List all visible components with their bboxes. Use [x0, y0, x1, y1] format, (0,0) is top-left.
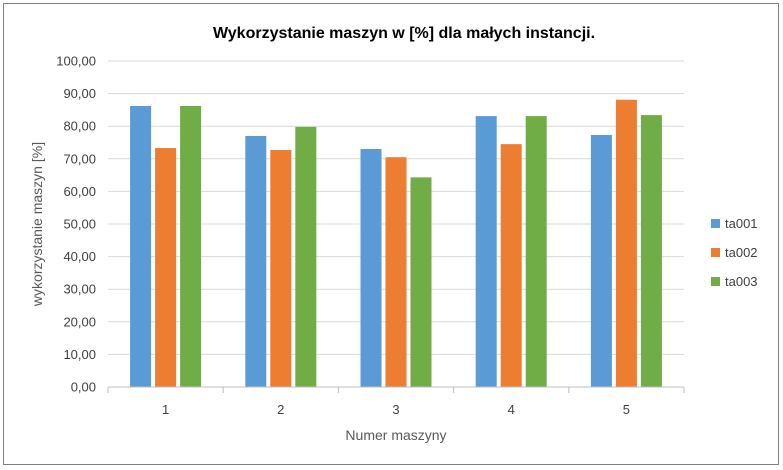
bar-ta003-4 [525, 116, 547, 388]
y-tick-label: 10,00 [63, 347, 96, 362]
legend-label-ta001: ta001 [725, 216, 758, 231]
y-tick-label: 0,00 [71, 380, 96, 395]
x-tick-label: 1 [162, 402, 169, 417]
bar-ta003-2 [295, 126, 317, 388]
legend-swatch-ta003 [711, 277, 720, 286]
y-tick-label: 80,00 [63, 119, 96, 134]
y-tick-label: 100,00 [56, 54, 96, 69]
y-tick-label: 50,00 [63, 217, 96, 232]
legend-swatch-ta001 [711, 219, 720, 228]
legend-label-ta003: ta003 [725, 274, 758, 289]
bar-ta001-4 [475, 116, 497, 388]
bar-ta003-5 [640, 115, 662, 387]
bar-ta002-4 [500, 144, 522, 387]
legend: ta001 ta002 ta003 [711, 216, 758, 289]
bar-ta001-1 [130, 105, 152, 387]
bar-ta002-3 [385, 157, 407, 387]
y-tick-label: 30,00 [63, 282, 96, 297]
x-axis-title: Numer maszyny [345, 427, 446, 443]
y-tick-label: 90,00 [63, 86, 96, 101]
y-tick-label: 40,00 [63, 249, 96, 264]
bar-ta001-2 [245, 135, 267, 387]
x-tick-label: 3 [392, 402, 399, 417]
y-tick-label: 60,00 [63, 184, 96, 199]
x-axis-tick-labels: 1 2 3 4 5 [107, 387, 685, 417]
legend-label-ta002: ta002 [725, 245, 758, 260]
bar-ta003-3 [410, 177, 432, 387]
bar-ta002-2 [270, 149, 292, 387]
y-tick-label: 20,00 [63, 314, 96, 329]
bar-ta002-5 [615, 99, 637, 387]
x-tick-label: 2 [277, 402, 284, 417]
y-tick-label: 70,00 [63, 151, 96, 166]
x-tick-label: 5 [623, 402, 630, 417]
legend-swatch-ta002 [711, 248, 720, 257]
bar-ta003-1 [180, 105, 202, 387]
bar-ta001-3 [360, 149, 382, 387]
y-axis-title: wykorzystanie maszyn [%] [29, 142, 45, 307]
y-axis-tick-labels: 0,00 10,00 20,00 30,00 40,00 50,00 60,00 70,00 8… [56, 54, 96, 395]
bars [130, 99, 662, 388]
gridlines [108, 60, 684, 355]
x-tick-label: 4 [508, 402, 515, 417]
bar-ta002-1 [155, 148, 177, 387]
bar-ta001-5 [590, 135, 612, 387]
chart-title: Wykorzystanie maszyn w [%] dla małych in… [213, 25, 595, 42]
